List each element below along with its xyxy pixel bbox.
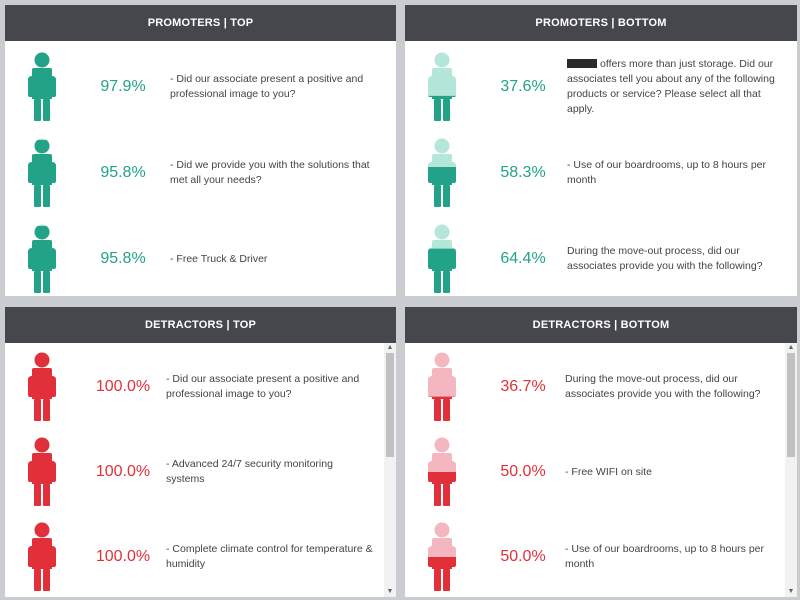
percentage-value: 50.0% <box>500 463 546 480</box>
question-text-content: offers more than just storage. Did our a… <box>567 58 775 115</box>
question-text: - Did our associate present a positive a… <box>166 373 360 400</box>
scroll-down-icon[interactable]: ▼ <box>787 588 795 595</box>
person-icon-fill <box>28 226 56 293</box>
promoters-bottom-panel: PROMOTERS | BOTTOM 37.6% offers more tha… <box>405 5 797 296</box>
person-icon-fill <box>428 248 456 293</box>
scrollbar[interactable]: ▲ ▼ <box>785 343 797 597</box>
person-icon-fill <box>428 557 456 591</box>
panel-body: 36.7% During the move-out process, did o… <box>405 343 797 597</box>
panel-header: DETRACTORS | TOP <box>5 307 396 343</box>
detractors-top-panel: DETRACTORS | TOP 100.0% - Did our associ… <box>5 307 396 597</box>
person-icon <box>425 436 459 508</box>
question-text: - Use of our boardrooms, up to 8 hours p… <box>565 543 765 570</box>
panel-header: DETRACTORS | BOTTOM <box>405 307 797 343</box>
percentage-value: 95.8% <box>100 250 146 267</box>
person-icon-base <box>428 437 456 506</box>
list-item: 58.3% - Use of our boardrooms, up to 8 h… <box>405 137 797 223</box>
person-icon-fill <box>28 522 56 591</box>
percentage-value: 100.0% <box>95 548 151 565</box>
person-icon-fill <box>428 95 456 121</box>
person-icon-fill <box>28 437 56 506</box>
person-icon-base <box>428 522 456 591</box>
promoters-top-panel: PROMOTERS | TOP 97.9% - Did our associat… <box>5 5 396 296</box>
person-icon <box>25 521 59 593</box>
person-icon <box>25 223 59 295</box>
list-item: 95.8% - Free Truck & Driver <box>5 223 396 296</box>
panel-header: PROMOTERS | TOP <box>5 5 396 41</box>
person-icon <box>25 436 59 508</box>
list-item: 50.0% - Use of our boardrooms, up to 8 h… <box>405 521 797 597</box>
scroll-up-icon[interactable]: ▲ <box>386 344 394 351</box>
person-icon-fill <box>428 396 456 421</box>
percentage-value: 37.6% <box>500 78 546 95</box>
question-text: - Free Truck & Driver <box>170 252 268 265</box>
percentage-value: 50.0% <box>500 548 546 565</box>
person-icon <box>425 51 459 123</box>
person-icon-fill <box>428 167 456 207</box>
question-text: - Did our associate present a positive a… <box>170 73 364 100</box>
list-item: 36.7% During the move-out process, did o… <box>405 351 797 437</box>
scroll-thumb[interactable] <box>386 353 394 457</box>
question-text: - Advanced 24/7 security monitoring syst… <box>166 458 333 485</box>
question-text: - Complete climate control for temperatu… <box>166 543 373 570</box>
list-item: 100.0% - Advanced 24/7 security monitori… <box>5 436 396 522</box>
redacted-block <box>567 59 597 68</box>
person-icon <box>25 351 59 423</box>
percentage-value: 95.8% <box>100 164 146 181</box>
percentage-value: 97.9% <box>100 78 146 95</box>
list-item: 97.9% - Did our associate present a posi… <box>5 51 396 137</box>
percentage-value: 36.7% <box>500 378 546 395</box>
question-text: - Free WIFI on site <box>565 465 652 478</box>
percentage-value: 58.3% <box>500 164 546 181</box>
list-item: 64.4% During the move-out process, did o… <box>405 223 797 296</box>
person-icon-base <box>428 352 456 421</box>
question-text: - Did we provide you with the solutions … <box>170 159 370 186</box>
person-icon <box>425 351 459 423</box>
person-icon <box>25 51 59 123</box>
person-icon-base <box>428 52 456 121</box>
percentage-value: 100.0% <box>95 378 151 395</box>
scrollbar[interactable]: ▲ ▼ <box>384 343 396 597</box>
panel-header: PROMOTERS | BOTTOM <box>405 5 797 41</box>
detractors-bottom-panel: DETRACTORS | BOTTOM 36.7% During the mov… <box>405 307 797 597</box>
person-icon-fill <box>28 352 56 421</box>
list-item: 100.0% - Did our associate present a pos… <box>5 351 396 437</box>
list-item: 95.8% - Did we provide you with the solu… <box>5 137 396 223</box>
scroll-thumb[interactable] <box>787 353 795 457</box>
question-text: During the move-out process, did our ass… <box>567 245 763 272</box>
person-icon <box>425 521 459 593</box>
person-icon-fill <box>28 52 56 121</box>
list-item: 50.0% - Free WIFI on site <box>405 436 797 522</box>
question-text: offers more than just storage. Did our a… <box>567 51 787 123</box>
panel-body: 100.0% - Did our associate present a pos… <box>5 343 396 597</box>
percentage-value: 100.0% <box>95 463 151 480</box>
panel-body: 97.9% - Did our associate present a posi… <box>5 41 396 296</box>
person-icon-fill <box>28 140 56 207</box>
list-item: 100.0% - Complete climate control for te… <box>5 521 396 597</box>
scroll-up-icon[interactable]: ▲ <box>787 344 795 351</box>
panel-body: 37.6% offers more than just storage. Did… <box>405 41 797 296</box>
question-text: During the move-out process, did our ass… <box>565 373 761 400</box>
scroll-down-icon[interactable]: ▼ <box>386 588 394 595</box>
list-item: 37.6% offers more than just storage. Did… <box>405 51 797 137</box>
question-text: - Use of our boardrooms, up to 8 hours p… <box>567 159 767 186</box>
person-icon <box>425 223 459 295</box>
person-icon-fill <box>428 472 456 506</box>
percentage-value: 64.4% <box>500 250 546 267</box>
person-icon <box>425 137 459 209</box>
person-icon <box>25 137 59 209</box>
